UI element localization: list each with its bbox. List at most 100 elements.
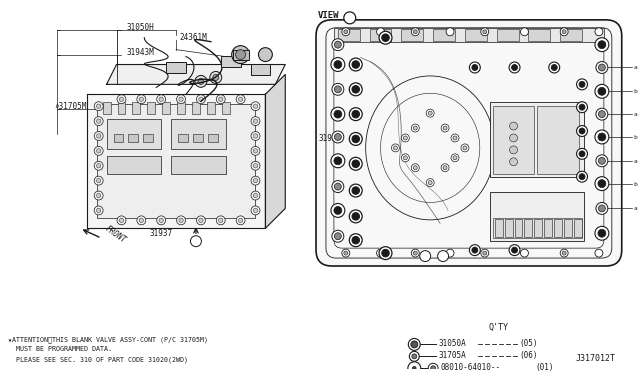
Bar bbox=[221, 102, 230, 114]
Circle shape bbox=[412, 249, 419, 257]
Circle shape bbox=[236, 95, 245, 104]
Circle shape bbox=[352, 135, 360, 143]
Circle shape bbox=[349, 157, 362, 170]
Bar bbox=[166, 61, 186, 73]
Circle shape bbox=[334, 86, 341, 93]
Bar bbox=[207, 102, 215, 114]
Polygon shape bbox=[107, 64, 285, 84]
Circle shape bbox=[195, 76, 207, 87]
Circle shape bbox=[94, 147, 103, 155]
Circle shape bbox=[349, 58, 362, 71]
Text: VIEW: VIEW bbox=[318, 11, 339, 20]
Circle shape bbox=[157, 95, 166, 104]
Circle shape bbox=[577, 171, 588, 182]
Circle shape bbox=[251, 161, 260, 170]
Circle shape bbox=[509, 62, 520, 73]
Circle shape bbox=[579, 104, 585, 110]
Circle shape bbox=[401, 154, 410, 162]
Bar bbox=[162, 102, 170, 114]
Circle shape bbox=[420, 251, 431, 262]
Circle shape bbox=[332, 39, 344, 51]
Circle shape bbox=[251, 117, 260, 126]
Circle shape bbox=[97, 119, 101, 123]
Circle shape bbox=[253, 134, 258, 138]
Circle shape bbox=[413, 366, 416, 370]
Bar bbox=[465, 29, 487, 41]
Circle shape bbox=[334, 134, 341, 141]
Circle shape bbox=[332, 83, 344, 95]
Circle shape bbox=[216, 95, 225, 104]
Circle shape bbox=[428, 181, 432, 185]
Circle shape bbox=[413, 251, 417, 255]
Text: ⌕31705M: ⌕31705M bbox=[54, 102, 86, 111]
Circle shape bbox=[428, 363, 438, 372]
Circle shape bbox=[236, 216, 245, 225]
Circle shape bbox=[463, 146, 467, 150]
Circle shape bbox=[577, 126, 588, 137]
Text: 31705A: 31705A bbox=[438, 351, 466, 360]
Text: 31937: 31937 bbox=[318, 134, 341, 143]
Bar bbox=[147, 102, 156, 114]
Text: b: b bbox=[634, 135, 637, 140]
Circle shape bbox=[481, 249, 489, 257]
Circle shape bbox=[219, 218, 223, 222]
Circle shape bbox=[334, 110, 342, 118]
Circle shape bbox=[352, 213, 360, 220]
Circle shape bbox=[349, 108, 362, 121]
Circle shape bbox=[352, 61, 360, 68]
Circle shape bbox=[94, 102, 103, 110]
Circle shape bbox=[595, 177, 609, 190]
Circle shape bbox=[408, 339, 420, 350]
Circle shape bbox=[461, 144, 469, 152]
Circle shape bbox=[349, 132, 362, 145]
Circle shape bbox=[334, 61, 342, 68]
Bar bbox=[574, 219, 582, 237]
Circle shape bbox=[560, 28, 568, 36]
Text: b: b bbox=[424, 254, 427, 259]
Circle shape bbox=[198, 97, 203, 102]
Circle shape bbox=[453, 136, 457, 140]
Text: (06): (06) bbox=[520, 351, 538, 360]
Circle shape bbox=[94, 161, 103, 170]
Circle shape bbox=[177, 216, 186, 225]
Bar bbox=[177, 102, 185, 114]
Bar bbox=[143, 134, 153, 142]
Bar bbox=[529, 29, 550, 41]
Bar bbox=[132, 102, 140, 114]
Circle shape bbox=[331, 58, 345, 71]
Circle shape bbox=[595, 38, 609, 52]
Circle shape bbox=[520, 28, 529, 36]
Circle shape bbox=[411, 341, 418, 348]
Bar bbox=[564, 219, 572, 237]
Circle shape bbox=[595, 226, 609, 240]
Circle shape bbox=[344, 12, 356, 24]
Circle shape bbox=[334, 183, 341, 190]
Circle shape bbox=[509, 134, 518, 142]
Circle shape bbox=[259, 48, 273, 61]
Circle shape bbox=[441, 164, 449, 172]
Circle shape bbox=[352, 237, 360, 244]
Circle shape bbox=[97, 104, 101, 108]
Text: A: A bbox=[195, 239, 198, 244]
Circle shape bbox=[253, 208, 258, 213]
Circle shape bbox=[511, 247, 518, 253]
Bar bbox=[495, 219, 502, 237]
Circle shape bbox=[219, 97, 223, 102]
Circle shape bbox=[137, 95, 146, 104]
Circle shape bbox=[520, 249, 529, 257]
Bar bbox=[515, 219, 522, 237]
Bar bbox=[493, 218, 582, 238]
Circle shape bbox=[334, 233, 341, 240]
Circle shape bbox=[511, 64, 518, 70]
Bar bbox=[338, 29, 360, 41]
Bar bbox=[534, 219, 542, 237]
Circle shape bbox=[349, 184, 362, 197]
Circle shape bbox=[332, 131, 344, 143]
Circle shape bbox=[97, 149, 101, 153]
Circle shape bbox=[97, 208, 101, 213]
Bar bbox=[192, 102, 200, 114]
Circle shape bbox=[403, 156, 407, 160]
Bar bbox=[118, 102, 125, 114]
Text: (01): (01) bbox=[536, 363, 554, 372]
Circle shape bbox=[451, 154, 459, 162]
